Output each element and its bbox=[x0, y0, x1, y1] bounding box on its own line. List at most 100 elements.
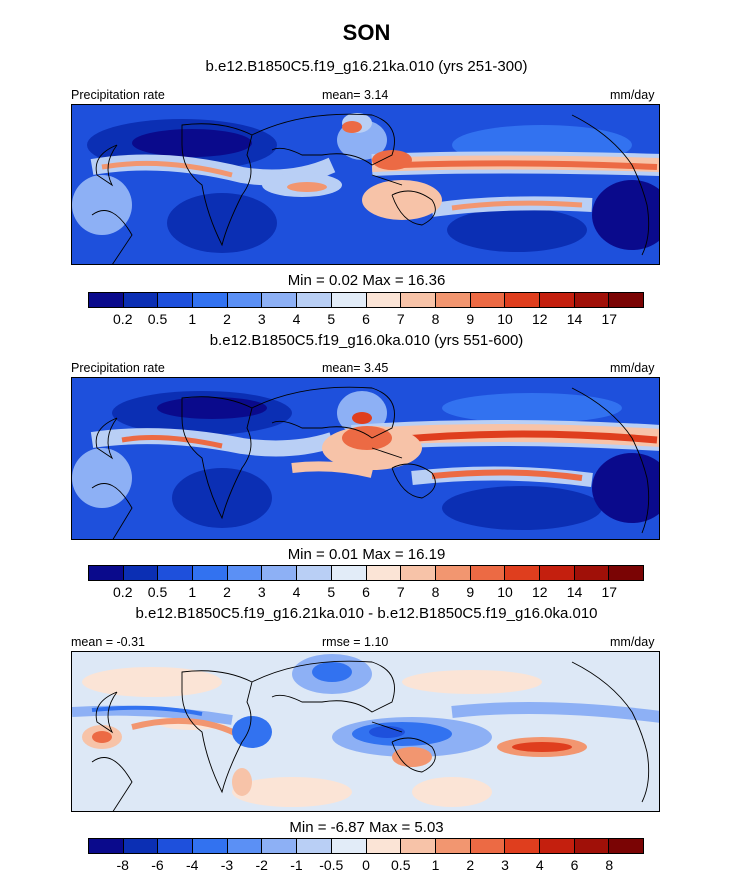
wet-anomaly bbox=[232, 777, 352, 807]
colorbar-tick-label: 9 bbox=[466, 584, 475, 600]
colorbar-tick-label: 2 bbox=[223, 311, 231, 327]
colorbar-tick-label: 4 bbox=[535, 857, 544, 873]
colorbar-swatch bbox=[193, 566, 228, 580]
dry-anomaly-core bbox=[312, 662, 352, 682]
rain-band bbox=[101, 160, 233, 178]
colorbar-swatch bbox=[227, 293, 263, 307]
colorbar-swatch bbox=[574, 566, 610, 580]
colorbar-swatch bbox=[505, 839, 540, 853]
panel-3-minmax: Min = -6.87 Max = 5.03 bbox=[289, 819, 444, 836]
colorbar-swatch bbox=[89, 566, 124, 580]
colorbar-tick-label: 7 bbox=[396, 311, 405, 327]
rain-core bbox=[342, 426, 392, 450]
colorbar-swatch bbox=[401, 293, 436, 307]
colorbar-tick-label: 14 bbox=[566, 584, 583, 600]
panel-3-rmse-label: rmse = 1.10 bbox=[322, 635, 389, 649]
colorbar-tick-label: 17 bbox=[601, 311, 618, 327]
colorbar-tick-label: -2 bbox=[255, 857, 268, 873]
dry-anomaly-core bbox=[91, 705, 203, 716]
dry-core bbox=[132, 129, 252, 157]
colorbar-tick-label: 6 bbox=[362, 311, 370, 327]
colorbar-tick-label: 0.2 bbox=[113, 584, 133, 600]
colorbar-swatch bbox=[297, 839, 332, 853]
dry-anomaly bbox=[72, 705, 233, 725]
colorbar-swatch bbox=[401, 839, 436, 853]
panel-2-mean-label: mean= 3.45 bbox=[322, 361, 389, 375]
colorbar-swatch bbox=[470, 839, 506, 853]
colorbar-swatch bbox=[331, 566, 367, 580]
colorbar-swatch bbox=[609, 839, 643, 853]
rain-core bbox=[372, 150, 412, 170]
colorbar-swatch bbox=[89, 839, 124, 853]
panel-3-map-svg bbox=[72, 652, 659, 811]
panel-1-map-svg bbox=[72, 105, 659, 264]
colorbar-swatch bbox=[401, 566, 436, 580]
rain-core bbox=[342, 121, 362, 133]
colorbar-tick-label: 0.5 bbox=[391, 857, 411, 873]
panel-2-minmax: Min = 0.01 Max = 16.19 bbox=[287, 546, 446, 563]
colorbar-tick-label: 0.5 bbox=[147, 584, 168, 600]
dry-core bbox=[592, 453, 659, 523]
rain-band bbox=[121, 435, 223, 449]
itcz-core bbox=[401, 160, 658, 170]
moist-region bbox=[442, 393, 622, 423]
colorbar-tick-label: 5 bbox=[327, 311, 336, 327]
colorbar-swatch bbox=[435, 839, 471, 853]
colorbar-swatch bbox=[331, 293, 367, 307]
colorbar-tick-label: 1 bbox=[188, 584, 197, 600]
moist-region bbox=[72, 175, 132, 235]
colorbar-swatch bbox=[366, 293, 402, 307]
colorbar-swatch bbox=[158, 293, 194, 307]
colorbar-tick-label: -1 bbox=[290, 857, 303, 873]
wet-anomaly-core bbox=[92, 731, 112, 743]
colorbar-swatch bbox=[123, 293, 159, 307]
panel-2-title: b.e12.B1850C5.f19_g16.0ka.010 (yrs 551-6… bbox=[209, 332, 524, 349]
panel-3-title: b.e12.B1850C5.f19_g16.21ka.010 - b.e12.B… bbox=[135, 605, 598, 622]
colorbar-tick-label: 3 bbox=[501, 857, 509, 873]
colorbar-swatch bbox=[297, 293, 332, 307]
colorbar-swatch bbox=[574, 839, 610, 853]
itcz-core bbox=[391, 430, 658, 444]
colorbar-tick-label: 10 bbox=[497, 584, 513, 600]
dry-region bbox=[442, 486, 602, 530]
dry-anomaly-core bbox=[369, 726, 405, 738]
colorbar-swatch bbox=[609, 566, 643, 580]
rain-band bbox=[291, 461, 374, 478]
colorbar-2-ticks: 0.2 0.5 1 2 3 4 5 6 7 8 9 10 12 14 17 bbox=[88, 584, 644, 602]
colorbar-swatch bbox=[574, 293, 610, 307]
colorbar-tick-label: 4 bbox=[292, 584, 301, 600]
colorbar-swatch bbox=[470, 293, 506, 307]
colorbar-swatch bbox=[123, 566, 159, 580]
wet-anomaly bbox=[392, 747, 432, 767]
colorbar-swatch bbox=[262, 839, 298, 853]
rain-core bbox=[352, 412, 372, 424]
colorbar-1 bbox=[88, 292, 644, 308]
colorbar-swatch bbox=[435, 566, 471, 580]
colorbar-swatch bbox=[435, 293, 471, 307]
coastlines bbox=[91, 113, 650, 264]
panel-1-minmax: Min = 0.02 Max = 16.36 bbox=[287, 272, 446, 289]
dry-anomaly-core bbox=[232, 716, 272, 748]
colorbar-tick-label: -0.5 bbox=[319, 857, 344, 873]
panel-2-map-svg bbox=[72, 378, 659, 539]
dry-region bbox=[447, 208, 587, 252]
colorbar-swatch bbox=[193, 293, 228, 307]
colorbar-swatch bbox=[123, 839, 159, 853]
colorbar-tick-label: 3 bbox=[257, 584, 266, 600]
panel-2-units-label: mm/day bbox=[610, 361, 655, 375]
coastlines bbox=[91, 386, 650, 539]
dry-region bbox=[172, 468, 272, 528]
colorbar-swatch bbox=[158, 566, 194, 580]
panel-3-map bbox=[71, 651, 660, 812]
spcz-core bbox=[451, 200, 583, 211]
wet-anomaly-band bbox=[131, 717, 239, 737]
colorbar-swatch bbox=[89, 293, 124, 307]
colorbar-swatch bbox=[331, 839, 367, 853]
colorbar-tick-label: -4 bbox=[186, 857, 199, 873]
colorbar-swatch bbox=[539, 839, 575, 853]
colorbar-tick-label: 0 bbox=[362, 857, 370, 873]
colorbar-tick-label: 3 bbox=[257, 311, 266, 327]
colorbar-swatch bbox=[193, 839, 228, 853]
colorbar-tick-label: 6 bbox=[570, 857, 579, 873]
colorbar-tick-label: 2 bbox=[466, 857, 475, 873]
